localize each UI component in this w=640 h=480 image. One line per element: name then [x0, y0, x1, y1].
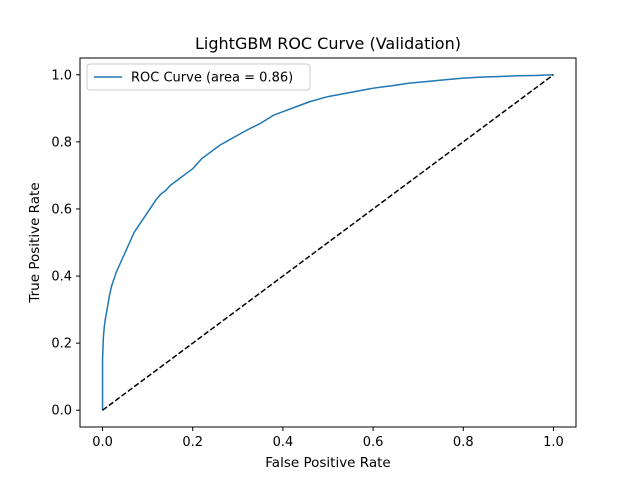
y-tick-label: 0.6	[51, 202, 72, 217]
roc-curve-line	[101, 74, 554, 411]
y-tick-label: 0.8	[51, 135, 72, 150]
x-axis-label: False Positive Rate	[265, 455, 390, 471]
x-tick-label: 0.2	[182, 435, 203, 450]
y-tick-label: 0.0	[51, 404, 72, 419]
x-tick-label: 0.8	[453, 435, 474, 450]
chart-title: LightGBM ROC Curve (Validation)	[195, 34, 461, 53]
x-tick-label: 1.0	[543, 435, 564, 450]
y-axis-label: True Positive Rate	[27, 182, 43, 303]
chance-line	[102, 74, 554, 411]
x-tick-label: 0.0	[92, 435, 113, 450]
legend: ROC Curve (area = 0.86)	[86, 63, 311, 91]
plot-frame	[79, 57, 577, 428]
x-axis-ticks: 0.0 0.2 0.4 0.6 0.8 1.0	[92, 427, 564, 450]
plot-area	[101, 74, 554, 411]
y-tick-label: 1.0	[51, 68, 72, 83]
legend-box	[86, 63, 311, 91]
legend-label-roc: ROC Curve (area = 0.86)	[131, 71, 293, 86]
y-tick-label: 0.2	[51, 337, 72, 352]
x-tick-label: 0.4	[273, 435, 294, 450]
y-tick-label: 0.4	[51, 270, 72, 285]
y-axis-ticks: 0.0 0.2 0.4 0.6 0.8 1.0	[51, 68, 80, 419]
x-tick-label: 0.6	[363, 435, 384, 450]
